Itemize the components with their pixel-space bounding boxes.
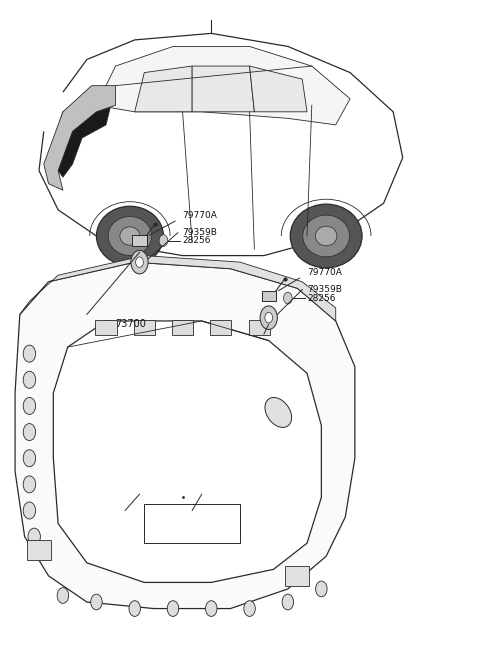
Circle shape (260, 306, 277, 329)
Text: 28256: 28256 (182, 236, 211, 245)
Bar (286, 566, 310, 586)
Ellipse shape (303, 215, 349, 257)
Polygon shape (15, 262, 355, 608)
Text: 79359B: 79359B (307, 285, 342, 294)
Circle shape (131, 250, 148, 274)
Circle shape (167, 601, 179, 616)
Circle shape (23, 345, 36, 362)
Polygon shape (96, 47, 350, 125)
Circle shape (284, 292, 292, 304)
Circle shape (23, 502, 36, 519)
Polygon shape (192, 66, 254, 112)
Circle shape (136, 257, 144, 267)
Bar (249, 320, 270, 335)
Circle shape (91, 594, 102, 610)
Circle shape (205, 601, 217, 616)
Circle shape (265, 312, 273, 323)
Ellipse shape (265, 398, 292, 428)
Circle shape (23, 476, 36, 493)
Circle shape (28, 528, 40, 545)
Circle shape (23, 424, 36, 441)
Ellipse shape (96, 206, 163, 266)
Bar (210, 320, 231, 335)
Circle shape (23, 398, 36, 415)
Ellipse shape (290, 204, 362, 268)
Circle shape (316, 581, 327, 597)
Bar (96, 320, 117, 335)
Polygon shape (53, 321, 322, 582)
Bar (144, 504, 240, 543)
Polygon shape (135, 66, 192, 112)
Circle shape (129, 601, 141, 616)
Text: 79359B: 79359B (182, 228, 217, 237)
Circle shape (57, 588, 69, 603)
Polygon shape (44, 86, 116, 190)
Polygon shape (20, 255, 336, 321)
Ellipse shape (120, 227, 140, 245)
Bar (262, 291, 276, 301)
Circle shape (244, 601, 255, 616)
Circle shape (23, 371, 36, 388)
Bar (134, 320, 155, 335)
Text: 79770A: 79770A (182, 211, 217, 219)
Bar (172, 320, 193, 335)
Text: 73700: 73700 (116, 319, 146, 329)
Polygon shape (250, 66, 307, 112)
Ellipse shape (108, 217, 152, 255)
Polygon shape (48, 92, 111, 177)
Bar (27, 540, 51, 559)
Ellipse shape (315, 226, 337, 246)
Circle shape (282, 594, 294, 610)
Circle shape (23, 450, 36, 467)
Circle shape (159, 234, 168, 246)
Text: 28256: 28256 (307, 293, 336, 303)
Text: 79770A: 79770A (307, 267, 342, 276)
Bar (132, 235, 147, 246)
